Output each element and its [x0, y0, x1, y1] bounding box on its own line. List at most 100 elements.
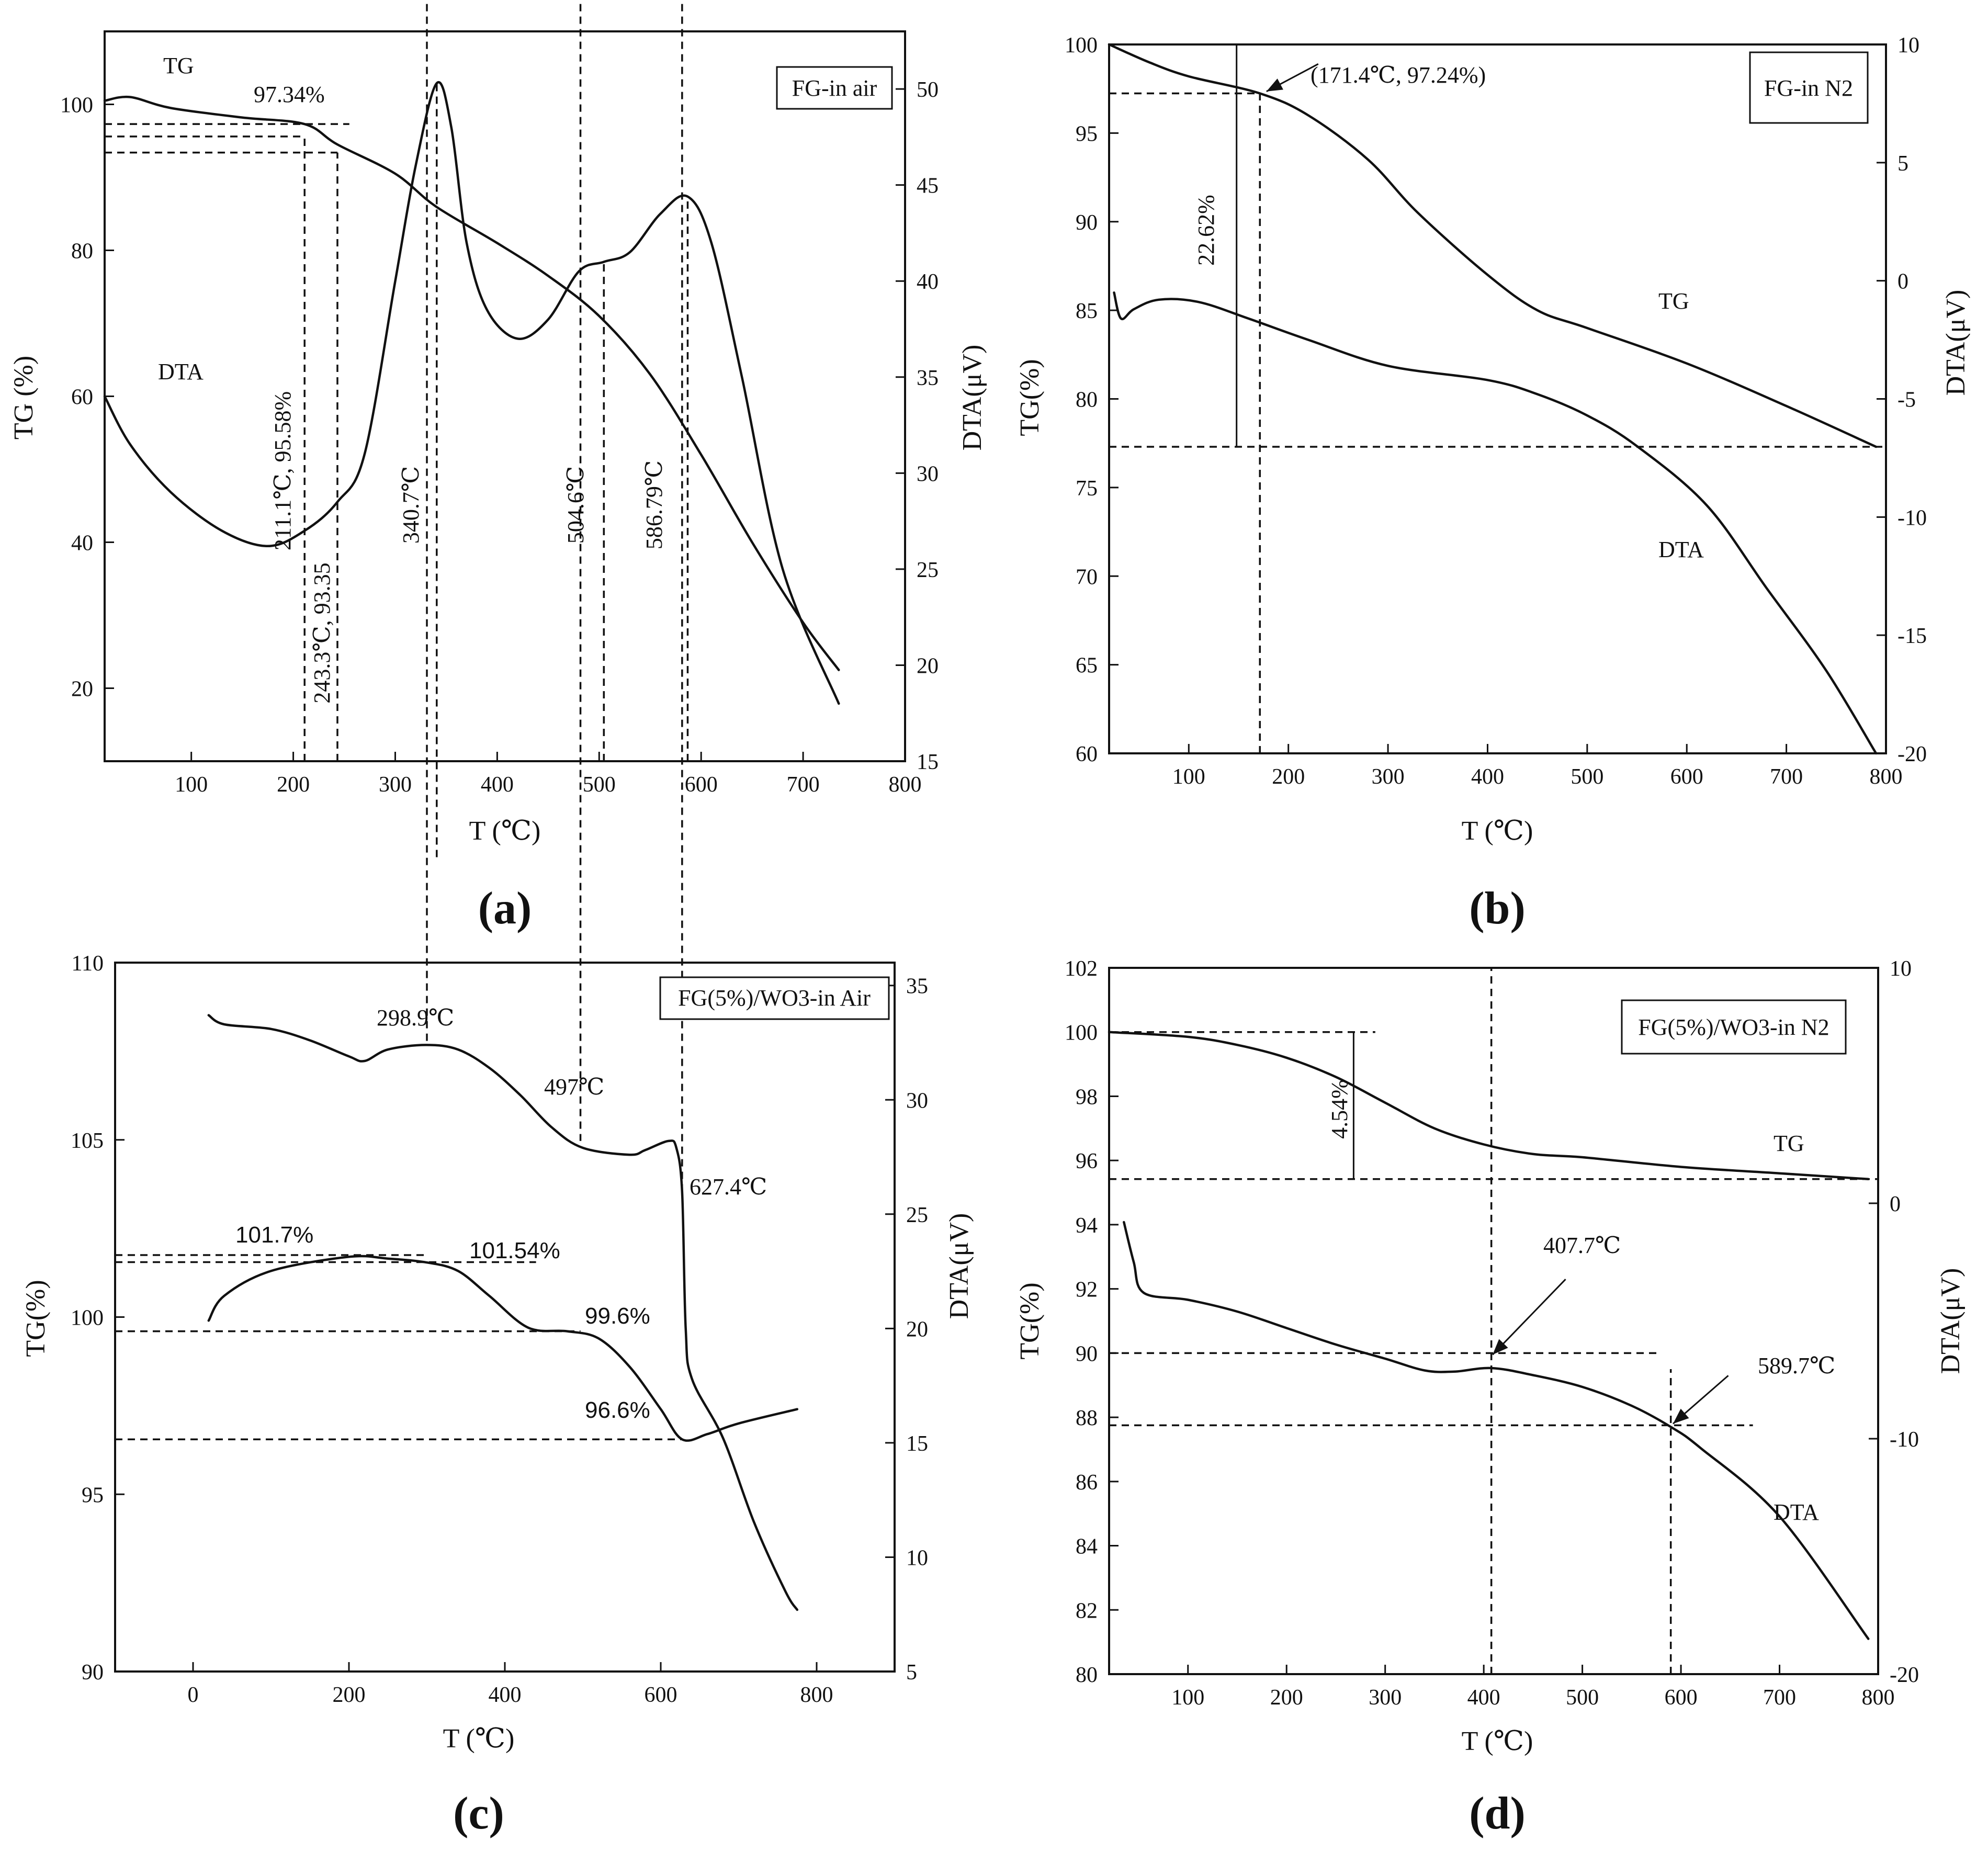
panel-d-ann-454: 4.54%: [1327, 1079, 1352, 1139]
panel-c-xtick-label: 800: [800, 1683, 833, 1707]
panel-b-dta-curve: [1113, 291, 1878, 755]
panel-d-xtick-label: 500: [1566, 1686, 1599, 1710]
panel-c-xlabel: T (℃): [443, 1724, 515, 1754]
panel-a-tg-curve: [103, 95, 840, 671]
panel-a-xtick-label: 700: [787, 773, 820, 797]
panel-c-legend-box: [659, 976, 890, 1020]
panel-d: 100 200 300 400 500 600 700 8008082848688909294…: [1015, 957, 1966, 1839]
panel-a-xtick-label: 300: [379, 773, 412, 797]
panel-a-xtick-label: 200: [277, 773, 310, 797]
panel-d-xtick-label: 300: [1369, 1686, 1402, 1710]
panel-a-ann-5867: 586.79℃: [641, 460, 667, 549]
panel-c: 0 200 400 600 80090951001051105101520253035 …: [21, 0, 974, 1839]
panel-c-ann-966: 96.6%: [585, 1397, 650, 1423]
panel-c-y2tick-label: 35: [906, 975, 928, 999]
panel-d-xtick-label: 600: [1665, 1686, 1698, 1710]
panel-b-y2tick-label: -10: [1897, 506, 1927, 530]
panel-b-xtick-label: 300: [1372, 765, 1405, 789]
panel-a-y2tick-label: 35: [917, 366, 939, 390]
panel-a-xtick-label: 400: [481, 773, 514, 797]
panel-c-ann-6274: 627.4℃: [690, 1174, 767, 1200]
panel-d-ann-4077: 407.7℃: [1543, 1233, 1621, 1258]
panel-b-ytick-label: 70: [1076, 565, 1098, 589]
panel-c-xtick-label: 200: [333, 1683, 366, 1707]
panel-d-y2tick-label: -20: [1890, 1663, 1919, 1687]
panel-c-xtick-label: 600: [645, 1683, 677, 1707]
panel-d-legend: FG(5%)/WO3-in N2: [1638, 1014, 1829, 1040]
panel-d-ytick-label: 82: [1076, 1599, 1098, 1623]
panel-a-ytick-label: 40: [71, 532, 93, 556]
panel-a-dta-curve: [103, 81, 840, 705]
panel-b-y2tick-label: 10: [1897, 33, 1919, 58]
panel-d-ytick-label: 86: [1076, 1471, 1098, 1495]
panel-d-ytick-label: 98: [1076, 1085, 1098, 1109]
panel-a-y2tick-label: 30: [917, 462, 939, 486]
panel-a-ann-9734: 97.34%: [254, 82, 325, 107]
panel-a-y2tick-label: 45: [917, 174, 939, 198]
panel-d-tg-label: TG: [1774, 1131, 1804, 1156]
panel-b-xtick-label: 400: [1471, 765, 1504, 789]
panel-b-tg-curve: [1108, 43, 1878, 448]
panel-b-ytick-label: 60: [1076, 742, 1098, 766]
panel-b-xtick-label: 200: [1272, 765, 1305, 789]
panel-c-y2tick-label: 10: [906, 1546, 928, 1570]
panel-d-ytick-label: 90: [1076, 1342, 1098, 1366]
panel-b-legend-box: [1749, 51, 1869, 124]
panel-d-xtick-label: 200: [1270, 1686, 1303, 1710]
panel-d-arrow: [1492, 1279, 1566, 1356]
panel-a-ytick-label: 100: [60, 94, 93, 118]
panel-b-ann-2262: 22.62%: [1193, 195, 1219, 266]
panel-d-y2tick-label: 10: [1890, 957, 1912, 981]
panel-d-xtick-label: 800: [1862, 1686, 1895, 1710]
panel-b-y2tick-label: -15: [1897, 624, 1927, 648]
panel-d-tg-curve: [1108, 1031, 1870, 1181]
panel-b-label: (b): [1469, 883, 1526, 934]
panel-a-dta-label: DTA: [158, 359, 204, 385]
panel-d-ytick-label: 88: [1076, 1406, 1098, 1430]
panel-a-label: (a): [478, 883, 532, 934]
panel-b-ytick-label: 100: [1065, 33, 1098, 58]
panel-b-y2tick-label: 5: [1897, 152, 1908, 176]
panel-c-y2tick-label: 25: [906, 1203, 928, 1227]
panel-a-ytick-label: 20: [71, 677, 93, 702]
panel-d-xtick-label: 100: [1171, 1686, 1204, 1710]
panel-b-ytick-label: 80: [1076, 388, 1098, 412]
panel-a: 100 200 300 400 500 600 700 800 20 40 60 80 100 15 20 2…: [9, 30, 987, 934]
panel-a-legend-box: [776, 66, 893, 110]
panel-c-y2tick-label: 15: [906, 1432, 928, 1456]
panel-b-y2tick-label: -20: [1897, 742, 1927, 766]
panel-d-ytick-label: 96: [1076, 1149, 1098, 1173]
panel-c-guides: [115, 0, 683, 1440]
panel-c-ann-996: 99.6%: [585, 1303, 650, 1329]
panel-c-ytick-label: 110: [72, 952, 104, 976]
panel-a-xtick-label: 800: [889, 773, 922, 797]
panel-c-legend: FG(5%)/WO3-in Air: [678, 985, 871, 1011]
panel-b-xtick-label: 100: [1172, 765, 1205, 789]
panel-d-ytick-label: 100: [1065, 1021, 1098, 1045]
panel-a-xtick-label: 500: [583, 773, 616, 797]
panel-d-y2tick-label: 0: [1890, 1192, 1901, 1216]
panel-a-ytick-label: 80: [71, 240, 93, 264]
panel-c-ann-2989: 298.9℃: [377, 1005, 454, 1031]
panel-a-ytick-label: 60: [71, 386, 93, 410]
panel-b-ytick-label: 90: [1076, 211, 1098, 235]
panel-a-ann-3407: 340.7℃: [398, 466, 424, 544]
panel-a-frame: [104, 30, 906, 762]
panel-d-label: (d): [1469, 1788, 1526, 1839]
panel-a-ann-5046: 504.6℃: [563, 466, 589, 544]
panel-c-y2tick-label: 30: [906, 1089, 928, 1113]
panel-b-y2label: DTA(μV): [1941, 290, 1971, 396]
panel-b-ytick-label: 85: [1076, 299, 1098, 323]
panel-c-frame: [114, 962, 896, 1673]
panel-b-arrowhead: [1266, 78, 1283, 92]
panel-b-legend: FG-in N2: [1764, 75, 1853, 101]
panel-b-ytick-label: 95: [1076, 122, 1098, 146]
panel-b-guides: [1109, 44, 1886, 753]
panel-a-ann-2111: 211.1℃, 95.58%: [270, 391, 296, 550]
panel-b-xtick-label: 700: [1770, 765, 1803, 789]
panel-a-ylabel: TG (%): [9, 356, 39, 439]
panel-b-ytick-label: 65: [1076, 654, 1098, 678]
panel-c-y2tick-label: 20: [906, 1317, 928, 1341]
panel-d-arrowhead: [1493, 1339, 1508, 1355]
